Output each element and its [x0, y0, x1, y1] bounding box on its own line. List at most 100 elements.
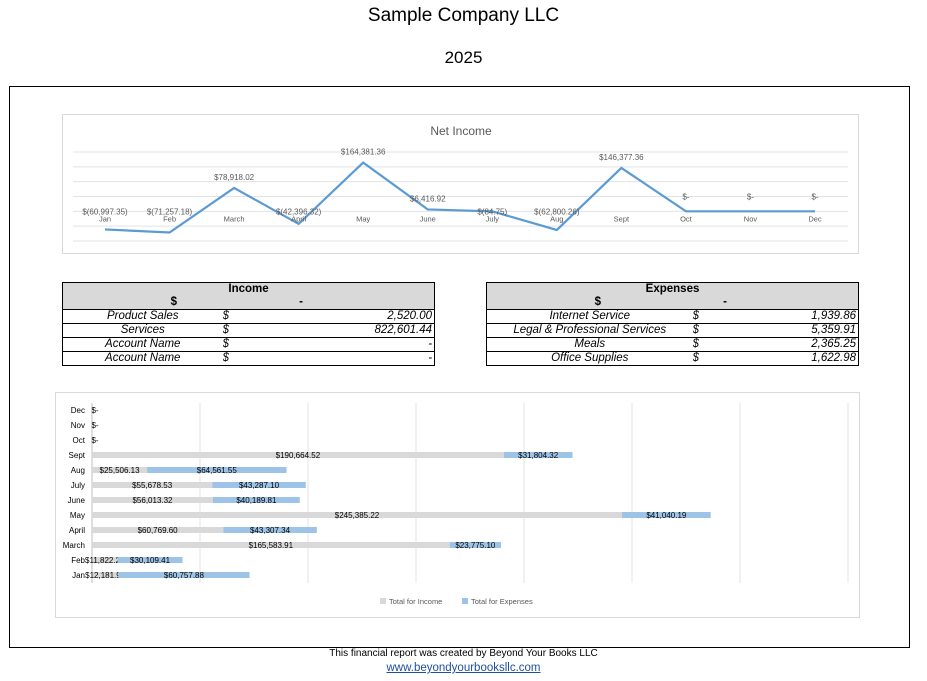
expense-data-label: $23,775.10 — [455, 541, 496, 550]
table-row: Account Name $ - — [62, 351, 436, 366]
net-income-chart[interactable]: Net Income Jan Feb March April May June July Aug… — [62, 114, 859, 254]
expense-bar — [212, 482, 306, 488]
income-expenses-bar-chart[interactable]: Jan $12,181.95 $60,757.88 Feb $11,822.21 $30,… — [55, 392, 860, 618]
report-frame — [9, 86, 910, 648]
expenses-table-title: Expenses — [485, 282, 860, 296]
data-label: $- — [682, 192, 689, 201]
income-bar — [92, 497, 213, 503]
footer-credit: This financial report was created by Bey… — [329, 648, 598, 659]
net-income-chart-title: Net Income — [430, 124, 492, 138]
x-tick-label: Nov — [744, 214, 758, 223]
y-tick-label: Aug — [71, 466, 85, 475]
income-data-label: $- — [91, 421, 98, 430]
income-data-label: $55,678.53 — [132, 481, 173, 490]
expense-bar — [117, 557, 183, 563]
x-tick-label: Feb — [163, 214, 176, 223]
legend-label: Total for Expenses — [471, 597, 533, 606]
table-row: Meals $2,365.25 — [486, 337, 860, 352]
income-bar — [92, 527, 224, 533]
income-total-row: $ - — [61, 296, 436, 310]
expense-data-label: $60,757.88 — [164, 571, 205, 580]
expenses-total-row: $ - — [485, 296, 860, 310]
table-row: Product Sales $2,520.00 — [62, 309, 436, 324]
table-row: Account Name $ - — [62, 337, 436, 352]
expense-bar — [503, 452, 573, 458]
company-name: Sample Company LLC — [367, 5, 560, 26]
data-label: $- — [747, 192, 754, 201]
income-account-name: Services — [62, 323, 223, 338]
table-row: Services $822,601.44 — [62, 323, 436, 338]
y-tick-label: Jan — [72, 571, 85, 580]
income-bar — [92, 467, 148, 473]
expense-amount: 2,365.25 — [714, 337, 860, 352]
data-label: $(42,396.32) — [276, 207, 322, 216]
income-currency: $ — [222, 337, 245, 352]
expense-data-label: $40,189.81 — [236, 496, 277, 505]
data-label: $(62,800.26) — [534, 207, 580, 216]
net-income-series-line — [104, 161, 815, 234]
income-currency: $ — [222, 351, 245, 366]
x-tick-label: Oct — [680, 214, 693, 223]
data-label: $(60,997.35) — [82, 207, 128, 216]
y-tick-label: May — [70, 511, 85, 520]
income-bar — [92, 557, 118, 563]
expense-currency: $ — [692, 337, 715, 352]
income-currency: $ — [222, 309, 245, 324]
net-income-chart-svg: Net Income Jan Feb March April May June July Aug… — [73, 124, 848, 242]
table-row: Office Supplies $1,622.98 — [486, 351, 860, 366]
income-data-label: $190,664.52 — [276, 451, 321, 460]
expense-account-name: Office Supplies — [486, 351, 693, 366]
expense-amount: 1,939.86 — [714, 309, 860, 324]
expense-account-name: Legal & Professional Services — [486, 323, 693, 338]
y-tick-label: July — [71, 481, 85, 490]
income-amount: - — [244, 337, 436, 352]
expense-amount: 1,622.98 — [714, 351, 860, 366]
income-data-label: $11,822.21 — [85, 556, 125, 565]
legend-label: Total for Income — [389, 597, 442, 606]
expense-data-label: $43,287.10 — [239, 481, 280, 490]
expenses-table: Expenses $ - Internet Service $1,939.86 Le… — [485, 282, 860, 366]
expense-bar — [449, 542, 502, 548]
x-tick-label: Dec — [808, 214, 822, 223]
y-tick-label: Sept — [69, 451, 86, 460]
x-tick-label: Sept — [614, 214, 630, 223]
income-currency: $ — [222, 323, 245, 338]
expense-account-name: Internet Service — [486, 309, 693, 324]
y-tick-label: Feb — [71, 556, 85, 565]
expense-data-label: $31,804.32 — [518, 451, 559, 460]
income-data-label: $25,506.13 — [100, 466, 141, 475]
income-data-label: $- — [91, 436, 98, 445]
income-table-title: Income — [61, 282, 436, 296]
footer-website-link[interactable]: www.beyondyourbooksllc.com — [386, 662, 541, 674]
income-amount: 822,601.44 — [244, 323, 436, 338]
income-data-label: $- — [91, 406, 98, 415]
income-data-label: $60,769.60 — [138, 526, 179, 535]
expense-currency: $ — [692, 351, 715, 366]
y-tick-label: April — [69, 526, 85, 535]
y-tick-label: Nov — [71, 421, 85, 430]
expense-amount: 5,359.91 — [714, 323, 860, 338]
income-data-label: $12,181.95 — [85, 571, 126, 580]
table-row: Internet Service $1,939.86 — [486, 309, 860, 324]
x-tick-label: Jan — [99, 214, 111, 223]
y-tick-label: June — [68, 496, 86, 505]
x-tick-label: March — [224, 214, 245, 223]
data-label: $78,918.02 — [214, 173, 255, 182]
x-tick-label: July — [486, 214, 500, 223]
data-label: $(71,257.18) — [147, 207, 193, 216]
expense-account-name: Meals — [486, 337, 693, 352]
x-tick-label: June — [420, 214, 436, 223]
income-expenses-bar-chart-svg: Jan $12,181.95 $60,757.88 Feb $11,822.21 $30,… — [63, 403, 849, 606]
expenses-total-value: - — [723, 296, 727, 308]
data-label: $- — [811, 192, 818, 201]
expense-bar — [212, 497, 300, 503]
x-tick-label: April — [291, 214, 306, 223]
income-data-label: $245,385.22 — [335, 511, 380, 520]
y-tick-label: Dec — [71, 406, 85, 415]
report-year: 2025 — [444, 48, 483, 67]
expense-data-label: $64,561.55 — [197, 466, 238, 475]
income-amount: - — [244, 351, 436, 366]
x-tick-label: May — [356, 214, 370, 223]
income-data-label: $56,013.32 — [132, 496, 173, 505]
expense-bar — [147, 467, 287, 473]
